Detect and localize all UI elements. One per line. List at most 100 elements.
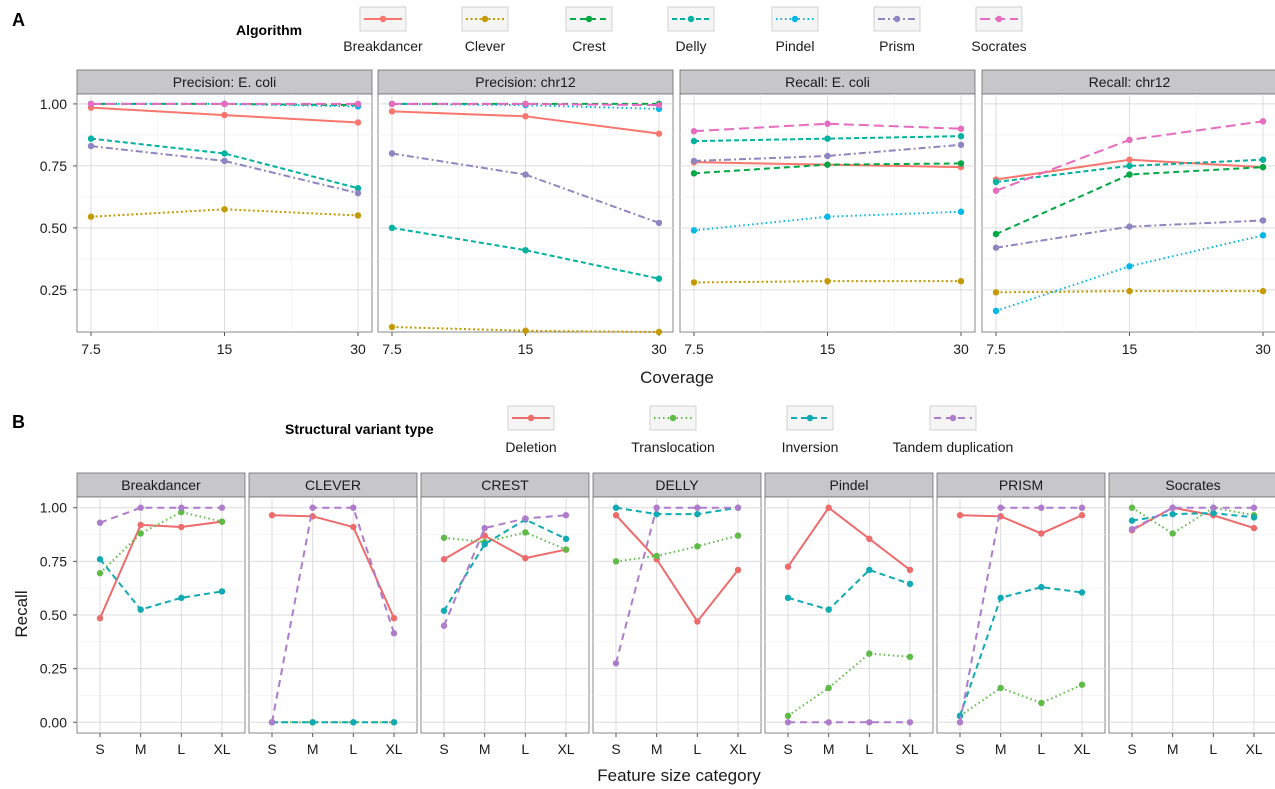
chart-a: Precision: E. coli 7.5 15 30 0.25 0.50 0.75 1.0… <box>40 6 1275 357</box>
x-tick-label: S <box>955 741 964 757</box>
legend-label: Tandem duplication <box>893 439 1014 455</box>
data-point <box>866 535 873 543</box>
data-point <box>221 206 228 213</box>
series-line <box>443 531 567 551</box>
data-point <box>87 100 95 108</box>
legend-item-pindel: Pindel <box>771 6 819 54</box>
data-point <box>440 556 448 563</box>
series-prism <box>690 141 965 165</box>
x-tick-label: XL <box>901 741 918 757</box>
data-point <box>1169 510 1176 518</box>
data-point <box>309 504 316 511</box>
series-deletion <box>96 518 226 622</box>
x-tick-label: L <box>1209 741 1217 757</box>
data-point <box>388 150 396 157</box>
y-tick-label: 0.75 <box>40 553 67 569</box>
data-point <box>825 504 832 511</box>
series-clever <box>87 206 362 220</box>
data-point <box>825 606 832 613</box>
data-point <box>694 504 701 511</box>
data-point <box>390 630 398 637</box>
data-point <box>562 535 570 543</box>
panel-label-a: A <box>12 10 25 30</box>
data-point <box>440 607 448 614</box>
data-point <box>1259 118 1267 125</box>
data-point <box>87 142 95 150</box>
legend-marker <box>585 15 593 23</box>
data-point <box>1078 589 1086 596</box>
legend-label: Inversion <box>782 439 839 455</box>
data-point <box>1250 524 1258 532</box>
legend-marker <box>527 414 535 422</box>
x-tick-label: 7.5 <box>382 341 402 357</box>
data-point <box>612 512 620 519</box>
series-socrates <box>690 120 965 135</box>
x-tick-label: S <box>439 741 448 757</box>
data-point <box>522 246 529 254</box>
data-point <box>992 178 1000 186</box>
x-tick-label: M <box>1167 741 1179 757</box>
data-point <box>612 660 620 667</box>
x-tick-label: XL <box>385 741 402 757</box>
legend-item-translocation: Translocation <box>631 405 715 455</box>
facet-strip <box>420 472 590 498</box>
data-point <box>866 719 873 726</box>
legend-label: Prism <box>879 38 915 54</box>
x-tick-label: XL <box>1073 741 1090 757</box>
legend-marker <box>995 15 1003 23</box>
facet-strip <box>76 472 246 498</box>
data-point <box>906 719 914 726</box>
x-tick-label: 30 <box>953 341 969 357</box>
legend-item-breakdancer: Breakdancer <box>343 6 423 54</box>
data-point <box>1126 136 1133 144</box>
facet-title: Recall: chr12 <box>1089 74 1171 90</box>
data-point <box>784 594 792 602</box>
legend-label: Deletion <box>505 439 556 455</box>
data-point <box>824 213 831 220</box>
facet-strip <box>76 69 373 95</box>
series-line <box>271 506 395 723</box>
y-tick-label: 0.50 <box>40 607 67 623</box>
data-point <box>221 157 228 165</box>
data-point <box>268 512 276 519</box>
series-delly <box>388 224 663 282</box>
facet-socrates: Socrates S M L XL <box>1108 472 1275 757</box>
data-point <box>824 120 831 127</box>
data-point <box>1259 217 1267 224</box>
data-point <box>1259 232 1267 239</box>
data-point <box>350 504 357 511</box>
series-pindel <box>690 208 965 234</box>
facet-pindel: Pindel S M L XL <box>764 472 934 757</box>
data-point <box>784 719 792 726</box>
legend-label: Socrates <box>971 38 1026 54</box>
series-tandem-duplication <box>1128 504 1258 533</box>
legend-marker <box>687 15 695 23</box>
facet-strip <box>377 69 674 95</box>
series-prism <box>87 142 362 197</box>
x-tick-label: XL <box>729 741 746 757</box>
data-point <box>784 712 792 720</box>
data-point <box>956 512 964 519</box>
x-tick-label: M <box>307 741 319 757</box>
series-line <box>99 558 223 611</box>
legend-marker <box>949 414 957 422</box>
series-delly <box>992 156 1267 186</box>
legend-algorithm: Breakdancer Clever Crest Delly Pindel Prism So… <box>343 6 1027 54</box>
facet-title: Pindel <box>830 477 869 493</box>
facet-title: DELLY <box>655 477 699 493</box>
facet-recall-e-coli: Recall: E. coli 7.5 15 30 <box>679 69 976 357</box>
series-line <box>615 514 739 624</box>
data-point <box>906 566 914 574</box>
data-point <box>390 719 398 726</box>
data-point <box>137 606 144 613</box>
data-point <box>137 530 144 537</box>
series-line <box>443 518 567 612</box>
legend-marker <box>806 414 814 422</box>
series-translocation <box>784 650 914 720</box>
data-point <box>992 230 1000 238</box>
series-line <box>1131 506 1255 535</box>
y-tick-label: 0.25 <box>40 282 67 298</box>
facet-strip <box>981 69 1275 95</box>
data-point <box>87 213 95 220</box>
legend-label: Crest <box>572 38 606 54</box>
